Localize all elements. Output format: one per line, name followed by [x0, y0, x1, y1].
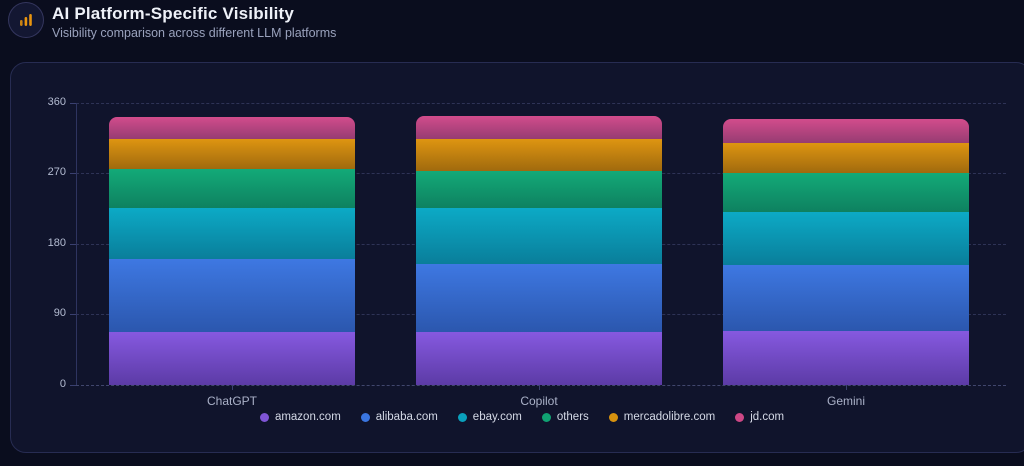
bar-segment-ebay-com[interactable] [416, 208, 662, 265]
legend-label: others [556, 411, 589, 423]
legend-label: alibaba.com [375, 411, 438, 423]
x-axis-tick [539, 385, 540, 390]
x-axis-category-label: Gemini [826, 394, 865, 408]
x-axis-category-label: Copilot [520, 394, 558, 408]
y-axis-tick-label: 0 [59, 378, 66, 390]
y-axis-tick-label: 180 [47, 236, 66, 249]
legend-swatch-icon [457, 412, 467, 422]
y-axis-tick-label: 270 [47, 166, 66, 179]
bar-segment-amazon-com[interactable] [723, 330, 969, 385]
bar-segment-mercadolibre-com[interactable] [723, 143, 969, 174]
bar-segment-others[interactable] [109, 169, 355, 209]
legend-swatch-icon [541, 412, 551, 422]
y-axis-line [76, 102, 77, 385]
y-axis-tick [70, 243, 76, 245]
bar-segment-others[interactable] [416, 170, 662, 209]
page-subtitle: Visibility comparison across different L… [52, 26, 337, 40]
bar-segment-mercadolibre-com[interactable] [416, 139, 662, 171]
legend-label: ebay.com [472, 411, 522, 423]
bar-chart-icon [8, 2, 44, 38]
legend-swatch-icon [259, 412, 269, 422]
bar-segment-alibaba-com[interactable] [723, 264, 969, 331]
legend-swatch-icon [735, 412, 745, 422]
bar-segment-alibaba-com[interactable] [109, 259, 355, 332]
bar-chart-icon-glyph [20, 14, 32, 26]
page-title: AI Platform-Specific Visibility [52, 4, 295, 23]
gridline-0 [76, 385, 1006, 386]
y-axis-tick-label: 90 [53, 307, 66, 320]
bar-segment-amazon-com[interactable] [109, 331, 355, 385]
bar-segment-ebay-com[interactable] [109, 208, 355, 260]
bar-segment-others[interactable] [723, 173, 969, 213]
legend-item-alibaba-com[interactable]: alibaba.com [360, 411, 438, 423]
legend-item-mercadolibre-com[interactable]: mercadolibre.com [608, 411, 716, 423]
legend-label: jd.com [750, 411, 785, 423]
bar-segment-amazon-com[interactable] [416, 332, 662, 385]
y-axis-tick [70, 314, 76, 316]
legend-label: mercadolibre.com [623, 411, 716, 423]
bar-segment-jd-com[interactable] [416, 115, 662, 140]
bar-segment-jd-com[interactable] [723, 118, 969, 144]
chart-card: 0 90 180 270 360 ChatGPT Copilot Gemini amazon.… [10, 62, 1024, 453]
y-axis-tick [70, 385, 76, 386]
y-axis-tick [70, 173, 76, 175]
stacked-bar-chart: 0 90 180 270 360 ChatGPT Copilot Gemini [11, 63, 1024, 452]
legend-item-others[interactable]: others [541, 411, 589, 423]
bar-segment-ebay-com[interactable] [723, 212, 969, 265]
bar-segment-alibaba-com[interactable] [416, 264, 662, 333]
bar-segment-mercadolibre-com[interactable] [109, 139, 355, 170]
gridline-360 [76, 102, 1006, 104]
x-axis-tick [232, 385, 233, 390]
legend-item-ebay-com[interactable]: ebay.com [457, 411, 522, 423]
legend-swatch-icon [608, 412, 618, 422]
y-axis-tick [70, 102, 76, 104]
legend-item-jd-com[interactable]: jd.com [735, 411, 784, 423]
chart-legend: amazon.com alibaba.com ebay.com others merca… [11, 411, 1024, 423]
legend-label: amazon.com [274, 411, 341, 423]
y-axis-tick-label: 360 [47, 95, 66, 108]
chart-header: AI Platform-Specific Visibility Visibili… [0, 0, 1024, 56]
x-axis-tick [846, 385, 847, 390]
x-axis-category-label: ChatGPT [206, 394, 257, 408]
legend-item-amazon-com[interactable]: amazon.com [259, 411, 341, 423]
legend-swatch-icon [360, 412, 370, 422]
bar-segment-jd-com[interactable] [109, 116, 355, 140]
